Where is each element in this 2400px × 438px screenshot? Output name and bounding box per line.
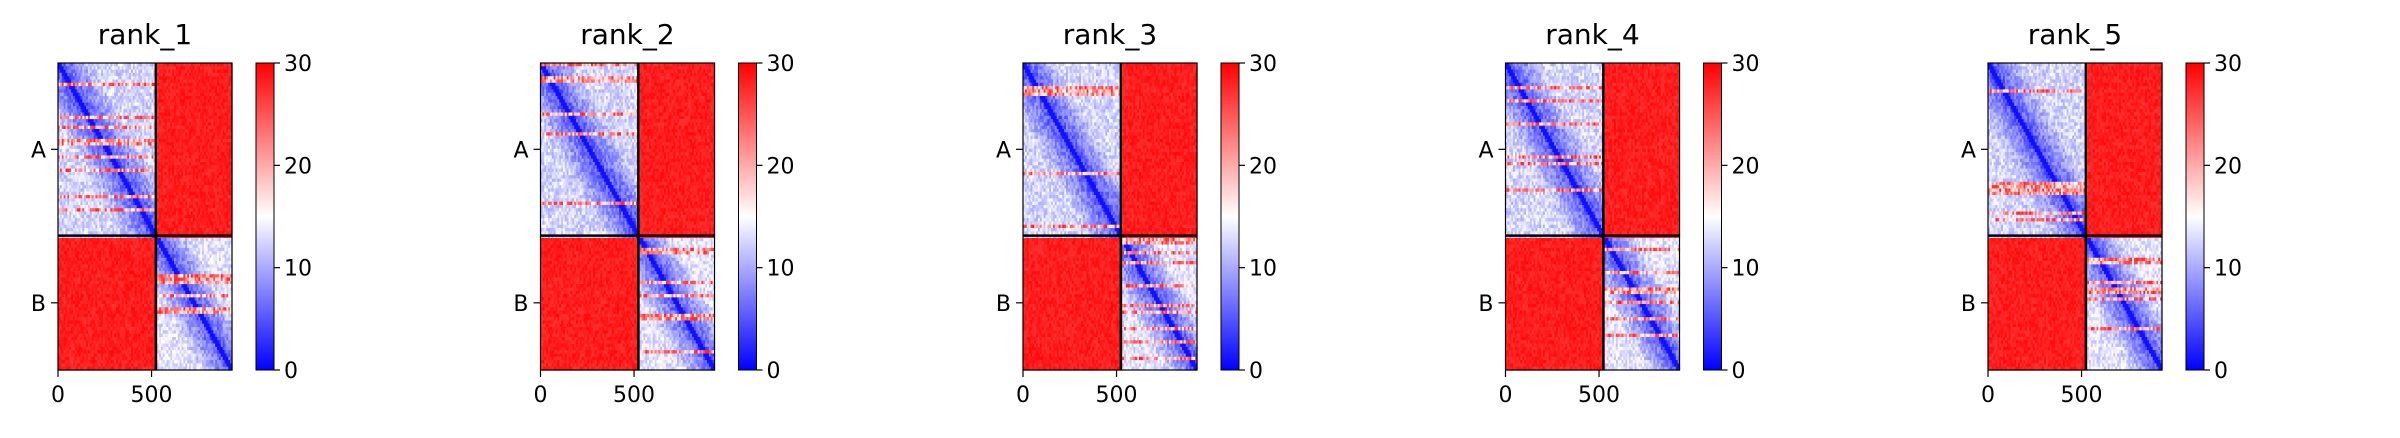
- heatmap-cells: [58, 63, 233, 371]
